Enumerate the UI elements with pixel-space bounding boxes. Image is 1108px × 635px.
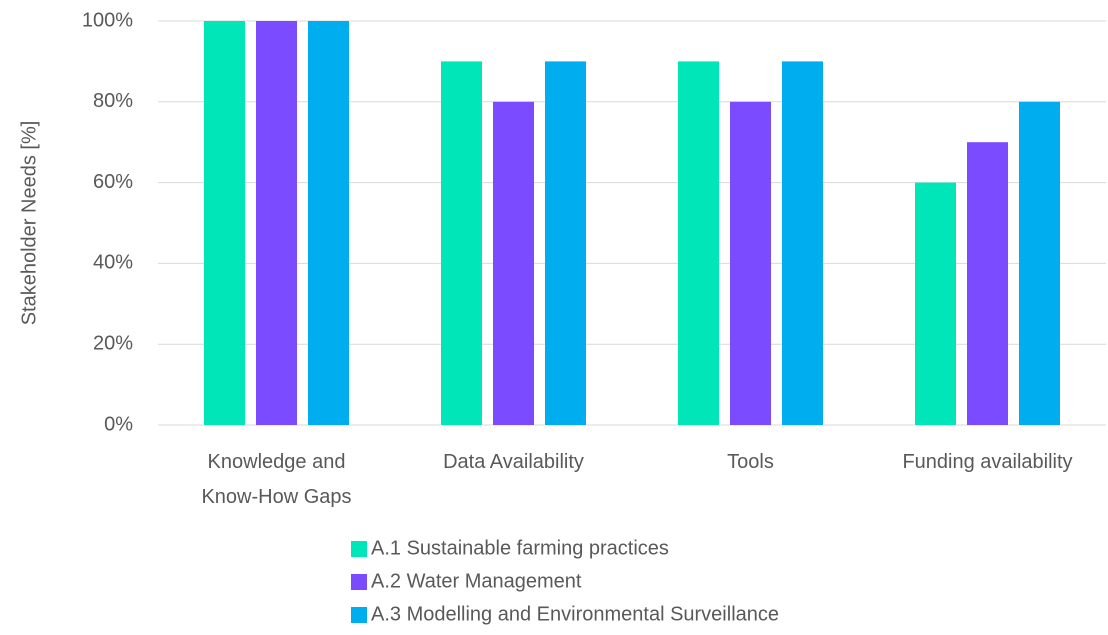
bar [493, 101, 534, 426]
legend-swatch [351, 607, 367, 623]
bar [730, 101, 771, 426]
y-tick-label: 60% [93, 171, 133, 193]
bar [441, 61, 482, 426]
x-tick-label: Funding availability [902, 451, 1072, 473]
x-tick-label: Data Availability [443, 451, 584, 473]
y-tick-label: 80% [93, 90, 133, 112]
bar [782, 61, 823, 426]
x-tick-label: Knowledge and Know-How Gaps [201, 451, 351, 508]
legend-swatch [351, 541, 367, 557]
y-tick-label: 0% [104, 413, 133, 435]
y-tick-label: 20% [93, 332, 133, 354]
bar [1019, 101, 1060, 426]
x-tick-label: Tools [727, 451, 774, 473]
y-axis-label: Stakeholder Needs [%] [18, 121, 40, 326]
bar [545, 61, 586, 426]
legend-swatch [351, 574, 367, 590]
legend-label: A.3 Modelling and Environmental Surveill… [371, 603, 779, 625]
bar [967, 142, 1008, 425]
legend-label: A.2 Water Management [371, 570, 582, 592]
bar [256, 21, 297, 425]
bar [204, 21, 245, 425]
bar [915, 182, 956, 425]
bar [308, 21, 349, 425]
legend-label: A.1 Sustainable farming practices [371, 537, 669, 559]
y-tick-label: 40% [93, 252, 133, 274]
y-tick-label: 100% [82, 9, 133, 31]
bar [678, 61, 719, 426]
